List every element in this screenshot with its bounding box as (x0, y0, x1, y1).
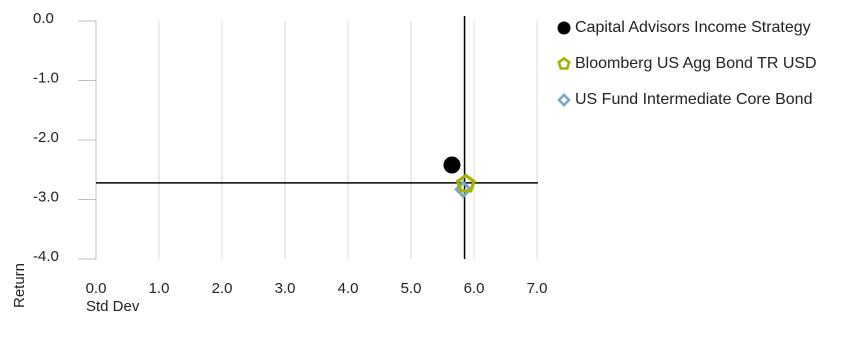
x-tick-label: 4.0 (338, 280, 359, 297)
x-tick-labels: 0.0 1.0 2.0 3.0 4.0 5.0 6.0 7.0 (86, 280, 548, 297)
x-tick-label: 3.0 (275, 280, 296, 297)
y-tick-label: 0.0 (33, 10, 54, 27)
legend-label: Bloomberg US Agg Bond TR USD (575, 55, 817, 72)
green-pentagon-icon (557, 56, 571, 70)
blue-diamond-icon (557, 93, 571, 107)
x-tick-label: 7.0 (527, 280, 548, 297)
reference-lines (96, 16, 538, 259)
legend-item-capital-advisors: Capital Advisors Income Strategy (556, 10, 817, 46)
legend-item-bloomberg: Bloomberg US Agg Bond TR USD (556, 46, 817, 82)
y-tick-label: -2.0 (33, 129, 59, 146)
point-capital-advisors (443, 156, 461, 174)
legend-item-us-fund: US Fund Intermediate Core Bond (556, 82, 817, 118)
y-tick-labels: 0.0 -1.0 -2.0 -3.0 -4.0 (33, 10, 59, 265)
x-axis-label: Std Dev (86, 298, 140, 315)
x-tick-label: 5.0 (401, 280, 422, 297)
legend-label: Capital Advisors Income Strategy (575, 19, 811, 36)
data-points (443, 156, 476, 199)
x-tick-label: 6.0 (464, 280, 485, 297)
x-tick-label: 1.0 (149, 280, 170, 297)
y-tick-label: -3.0 (33, 189, 59, 206)
chart-legend: Capital Advisors Income Strategy Bloombe… (556, 10, 817, 118)
black-circle-icon (557, 21, 571, 35)
y-tick-label: -4.0 (33, 248, 59, 265)
x-tick-label: 2.0 (212, 280, 233, 297)
y-tick-label: -1.0 (33, 70, 59, 87)
y-axis-label: Return (11, 263, 28, 308)
point-bloomberg (455, 173, 476, 193)
vertical-gridlines (78, 20, 538, 260)
x-tick-label: 0.0 (86, 280, 107, 297)
legend-label: US Fund Intermediate Core Bond (575, 91, 813, 108)
